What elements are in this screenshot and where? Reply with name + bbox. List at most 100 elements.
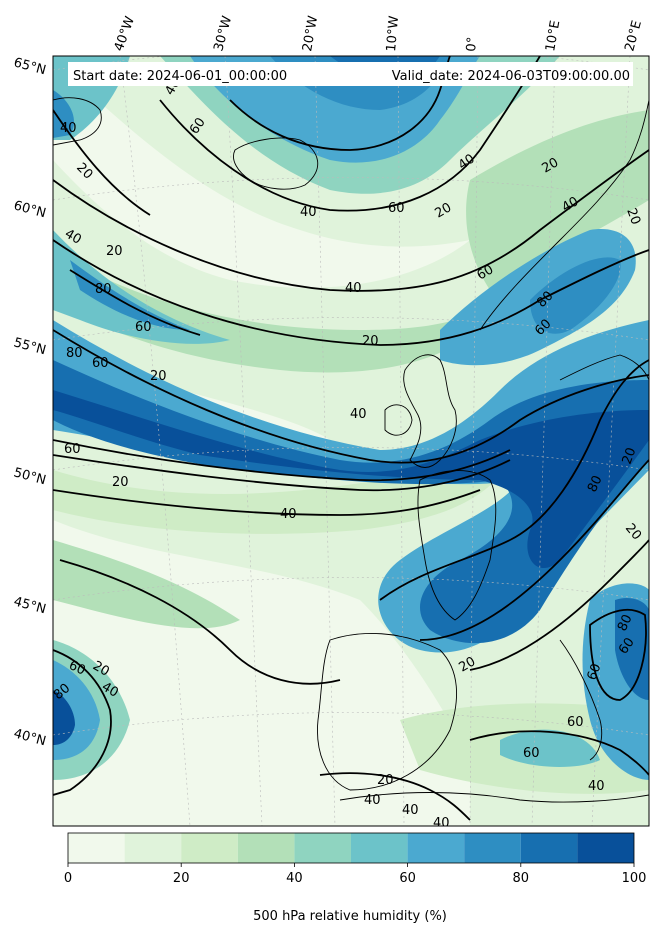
coast-north-africa: [339, 792, 649, 803]
contour-label-20: 20: [457, 654, 479, 675]
contour-label-80: 80: [66, 346, 83, 361]
contour-line: [53, 239, 649, 346]
map-area: 20 20 80 60 80 60 20 40 60 20 40 40 20 4…: [53, 56, 649, 831]
contour-line: [59, 559, 341, 685]
contour-label-40: 40: [300, 205, 317, 220]
contour-label-40: 40: [364, 793, 381, 808]
contour-line: [53, 149, 649, 292]
contour-label-60: 60: [585, 662, 605, 683]
colorbar-segment: [520, 833, 578, 863]
colorbar-segment: [68, 833, 125, 863]
contour-label-60: 60: [475, 262, 497, 283]
colorbar-segment: [181, 833, 238, 863]
contour-label-40: 40: [99, 679, 121, 700]
graticule: [53, 56, 649, 826]
contour-label-80: 80: [95, 282, 112, 297]
coast-britain: [403, 354, 457, 468]
colorbar-segment: [577, 833, 634, 863]
colorbar-segment: [124, 833, 182, 863]
colorbar-tick-label: 40: [286, 871, 303, 886]
lon-label: 10°W: [384, 15, 402, 52]
humidity-fill-mid: [53, 540, 240, 629]
contour-line: [53, 489, 481, 516]
coast-iberia: [317, 633, 458, 791]
coast-iceland: [233, 137, 319, 190]
start-date-label: Start date: 2024-06-01_00:00:00: [73, 69, 287, 84]
humidity-fill-high: [70, 260, 190, 330]
contour-line: [379, 359, 649, 601]
contour-line: [53, 329, 649, 464]
humidity-fill-mid: [466, 110, 649, 290]
contour-label-80: 80: [615, 612, 636, 633]
coastlines: [53, 97, 649, 803]
contour-label-20: 20: [540, 155, 562, 176]
coast-norway: [479, 99, 649, 331]
colorbar-tick-label: 20: [173, 871, 190, 886]
longitude-labels: 40°W 30°W 20°W 10°W 0° 10°E 20°E: [112, 14, 645, 53]
lat-label: 60°N: [12, 198, 48, 221]
lat-label: 65°N: [12, 55, 48, 78]
contour-label-20: 20: [377, 773, 394, 788]
contour-label-60: 60: [523, 746, 540, 761]
colorbar-label: 500 hPa relative humidity (%): [253, 909, 447, 924]
contour-label-20: 20: [433, 200, 455, 221]
colorbar-tick-label: 100: [622, 871, 647, 886]
coast-france: [417, 470, 497, 621]
contour-label-60: 60: [66, 658, 87, 679]
contour-line: [53, 454, 511, 492]
contour-line: [469, 539, 649, 671]
contour-label-20: 20: [90, 658, 112, 679]
contour-label-60: 60: [388, 201, 405, 216]
contour-label-40: 40: [560, 194, 582, 215]
lon-label: 20°W: [300, 15, 321, 53]
contour-line: [419, 459, 649, 641]
colorbar-segment: [294, 833, 351, 863]
colorbar-tick-label: 60: [399, 871, 416, 886]
contour-label-40: 40: [62, 226, 84, 247]
contour-label-20: 20: [112, 475, 129, 490]
header-box: [68, 62, 633, 86]
colorbar-tick-label: 80: [513, 871, 530, 886]
contour-label-60: 60: [64, 442, 81, 457]
colorbar-segment: [407, 833, 465, 863]
contour-label-40: 40: [433, 816, 450, 831]
contour-line: [69, 269, 201, 336]
lon-label: 30°W: [211, 14, 235, 53]
coast-greenland: [53, 97, 102, 146]
contour-line: [53, 439, 511, 482]
contour-line: [53, 109, 151, 216]
humidity-fill-high: [53, 360, 649, 644]
lat-label: 45°N: [12, 594, 48, 617]
colorbar-segment: [351, 833, 408, 863]
lon-label: 0°: [464, 36, 480, 52]
contour-label-80: 80: [585, 473, 606, 494]
contour-label-60: 60: [92, 356, 109, 371]
contour-line: [469, 730, 649, 776]
coast-italy: [559, 639, 603, 761]
humidity-fill-high: [53, 690, 75, 745]
lon-label: 20°E: [622, 19, 645, 53]
lat-label: 40°N: [12, 726, 48, 749]
colorbar: 0 20 40 60 80 100 500 hPa relative humidity (…: [64, 832, 647, 924]
contour-label-40: 40: [588, 779, 605, 794]
colorbar-segment: [237, 833, 295, 863]
lon-label: 40°W: [112, 14, 138, 53]
lat-label: 55°N: [12, 335, 48, 358]
humidity-fill-high: [53, 230, 230, 344]
humidity-fill-low: [53, 60, 470, 288]
contour-label-60: 60: [135, 320, 152, 335]
contour-line: [159, 56, 541, 212]
colorbar-frame: [67, 832, 635, 864]
contour-line: [53, 649, 112, 796]
colorbar-segments: [68, 833, 634, 863]
contour-line: [319, 772, 471, 821]
humidity-fill-high: [530, 257, 621, 334]
contour-label-40: 40: [280, 507, 297, 522]
colorbar-ticks: 0 20 40 60 80 100: [64, 863, 647, 886]
humidity-fill-high: [615, 598, 649, 700]
lat-label: 50°N: [12, 465, 48, 488]
humidity-fill-high: [500, 729, 600, 767]
lon-label: 10°E: [543, 19, 563, 52]
contour-label-20: 20: [106, 244, 123, 259]
